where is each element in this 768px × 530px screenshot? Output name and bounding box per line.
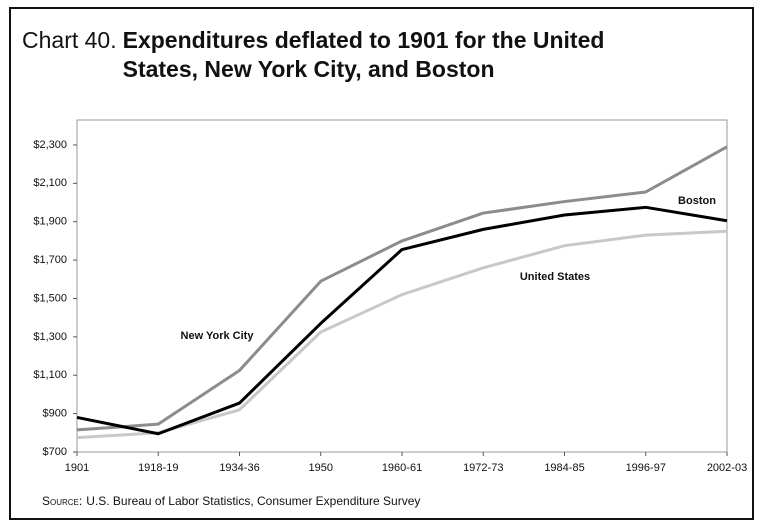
title-block: Chart 40. Expenditures deflated to 1901 … bbox=[22, 26, 643, 84]
x-tick-label: 1996-97 bbox=[626, 462, 666, 474]
source-text: U.S. Bureau of Labor Statistics, Consume… bbox=[86, 494, 421, 508]
series-line bbox=[76, 229, 728, 440]
y-tick-label: $1,300 bbox=[33, 331, 67, 343]
y-tick-label: $1,900 bbox=[33, 216, 67, 228]
series-label: United States bbox=[520, 271, 590, 283]
border bbox=[9, 7, 754, 520]
x-tick-label: 2002-03 bbox=[707, 462, 747, 474]
chart-label: Chart 40. bbox=[22, 27, 117, 53]
y-tick-label: $2,100 bbox=[33, 177, 67, 189]
x-tick-label: 1901 bbox=[65, 462, 89, 474]
x-tick-label: 1960-61 bbox=[382, 462, 422, 474]
y-tick-label: $700 bbox=[43, 446, 67, 458]
x-tick-label: 1972-73 bbox=[463, 462, 503, 474]
x-tick-label: 1984-85 bbox=[544, 462, 584, 474]
y-tick-label: $900 bbox=[43, 408, 67, 420]
x-tick-label: 1934-36 bbox=[219, 462, 259, 474]
chart-title: Expenditures deflated to 1901 for the Un… bbox=[122, 27, 605, 82]
y-tick-label: $1,700 bbox=[33, 254, 67, 266]
source-note: Source: U.S. Bureau of Labor Statistics, … bbox=[42, 494, 420, 508]
source-label: Source: bbox=[42, 494, 83, 508]
plot-frame bbox=[76, 119, 728, 453]
x-tick-label: 1950 bbox=[309, 462, 333, 474]
series-line bbox=[76, 145, 728, 432]
y-tick-label: $1,100 bbox=[33, 369, 67, 381]
y-tick-label: $2,300 bbox=[33, 139, 67, 151]
series-label: Boston bbox=[678, 195, 716, 207]
y-tick-label: $1,500 bbox=[33, 292, 67, 304]
series-line bbox=[76, 205, 728, 436]
x-tick-label: 1918-19 bbox=[138, 462, 178, 474]
series-label: New York City bbox=[181, 330, 255, 342]
